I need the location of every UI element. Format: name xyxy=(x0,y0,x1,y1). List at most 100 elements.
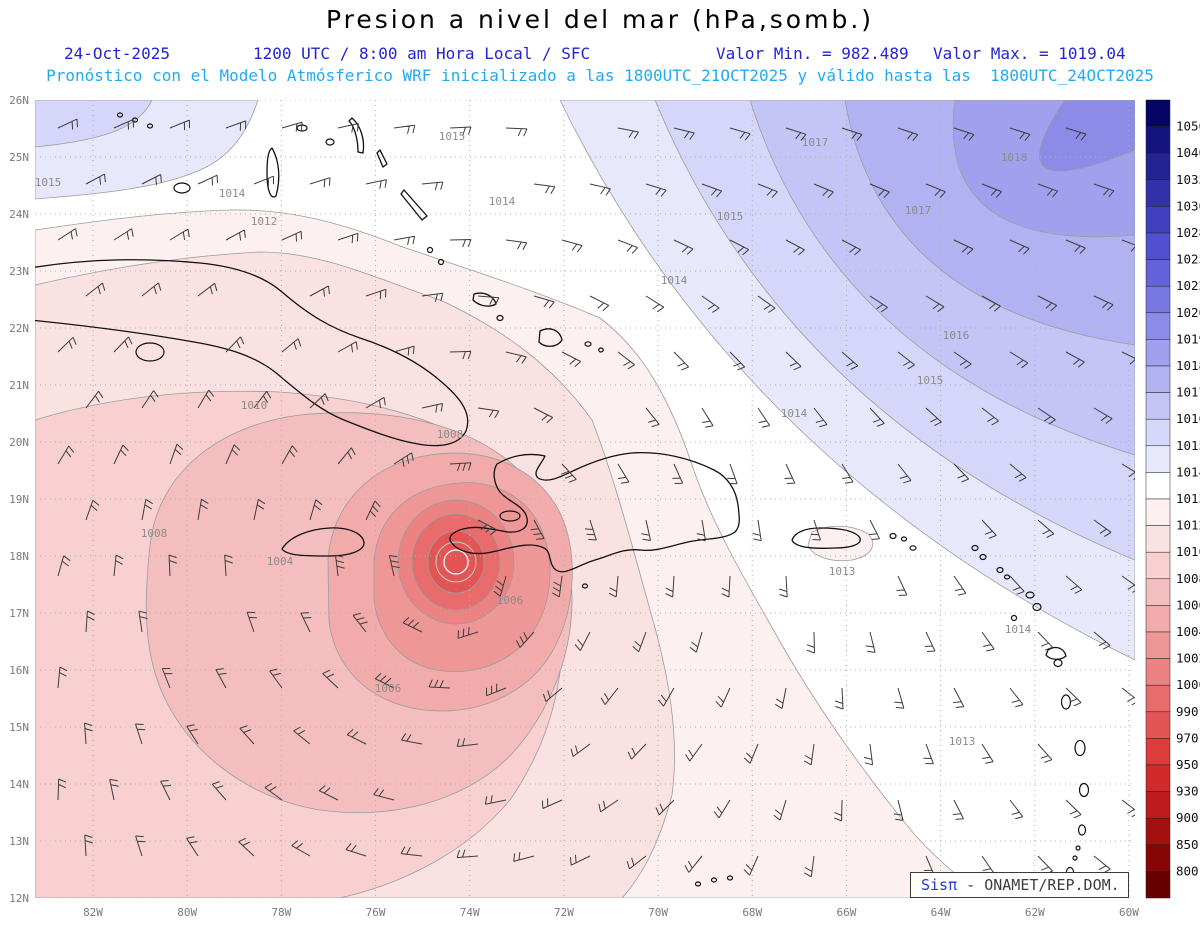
lon-tick-label: 82W xyxy=(83,906,103,919)
contour-label: 1016 xyxy=(943,329,970,342)
wind-barb-icon xyxy=(281,338,302,353)
wind-barb-icon xyxy=(715,687,731,708)
pressure-band xyxy=(1039,100,1135,172)
wind-barb-icon xyxy=(388,555,400,577)
wind-barb-icon xyxy=(374,672,395,689)
wind-barb-icon xyxy=(135,723,146,745)
wind-barb-icon xyxy=(85,390,104,409)
lat-tick-label: 12N xyxy=(9,892,29,905)
coastline xyxy=(538,328,563,347)
colorbar-segment xyxy=(1145,445,1171,473)
wind-barb-icon xyxy=(1093,407,1113,424)
wind-barb-icon xyxy=(85,499,100,521)
wind-barb-icon xyxy=(533,407,554,424)
coastline xyxy=(1045,646,1067,660)
wind-barb-icon xyxy=(1065,239,1086,255)
wind-barb-icon xyxy=(617,351,635,370)
island-coastline xyxy=(726,875,734,881)
wind-barb-icon xyxy=(300,612,312,633)
colorbar-tick-label: 1018 xyxy=(1176,358,1200,373)
wind-barb-icon xyxy=(318,785,339,801)
wind-barb-icon xyxy=(757,183,778,198)
colorbar-segment xyxy=(1145,472,1171,500)
wind-barb-icon xyxy=(803,743,815,766)
wind-barb-icon xyxy=(1121,239,1135,252)
wind-barb-icon xyxy=(574,631,591,651)
wind-barb-icon xyxy=(84,722,93,745)
wind-barb-icon xyxy=(841,127,863,141)
wind-barb-icon xyxy=(617,463,630,484)
colorbar-tick-label: 1019 xyxy=(1176,331,1200,346)
wind-barb-icon xyxy=(449,239,472,248)
wind-barb-icon xyxy=(141,498,153,521)
wind-barb-icon xyxy=(309,285,330,297)
wind-barb-icon xyxy=(486,683,507,697)
lon-tick-label: 62W xyxy=(1025,906,1045,919)
colorbar-segment xyxy=(1145,179,1171,207)
wind-barb-icon xyxy=(215,668,227,689)
wind-barb-icon xyxy=(225,229,246,241)
wind-barb-icon xyxy=(393,124,416,134)
wind-barb-icon xyxy=(981,743,994,764)
island-coastline xyxy=(116,112,124,118)
map-title: Presion a nivel del mar (hPa,somb.) xyxy=(325,5,875,34)
island-coastline xyxy=(1053,658,1063,668)
lat-tick-label: 24N xyxy=(9,208,29,221)
wind-barb-icon xyxy=(505,127,528,137)
wind-barb-icon xyxy=(84,834,93,857)
wind-barb-icon xyxy=(953,127,975,141)
wind-barb-icon xyxy=(673,127,695,140)
colorbar-segment xyxy=(1145,791,1171,819)
wind-barb-icon xyxy=(197,389,215,409)
wind-barb-icon xyxy=(402,617,423,633)
lat-tick-label: 25N xyxy=(9,151,29,164)
wind-barb-icon xyxy=(953,687,965,708)
colorbar-tick-label: 1004 xyxy=(1176,624,1200,639)
island-coastline xyxy=(909,545,917,551)
lat-tick-label: 16N xyxy=(9,664,29,677)
colorbar-tick-label: 1035 xyxy=(1176,172,1200,187)
wind-barb-icon xyxy=(168,554,177,577)
colorbar-segment xyxy=(1145,605,1171,633)
colorbar-segment xyxy=(1145,684,1171,713)
coastline xyxy=(281,527,365,557)
contour-label: 1012 xyxy=(251,215,278,228)
wind-barb-icon xyxy=(727,463,738,485)
wind-barb-icon xyxy=(696,519,706,542)
island-coastline xyxy=(1010,614,1018,622)
min-value-label: Valor Min. = 982.489 xyxy=(716,44,909,63)
wind-barb-icon xyxy=(281,445,298,465)
wind-barb-icon xyxy=(617,239,638,254)
lat-tick-label: 15N xyxy=(9,721,29,734)
wind-barb-icon xyxy=(561,463,577,483)
wind-barb-icon xyxy=(743,743,759,764)
wind-barb-icon xyxy=(533,183,556,195)
sispi-logo: Sis xyxy=(921,876,949,894)
wind-barb-icon xyxy=(617,127,640,139)
wind-barb-icon xyxy=(632,631,647,653)
wind-barb-icon xyxy=(779,575,788,598)
colorbar-tick-label: 1020 xyxy=(1176,305,1200,320)
island-coastline xyxy=(146,123,154,129)
colorbar-tick-label: 1017 xyxy=(1176,385,1200,400)
colorbar: 1050 1040 1035 1030 1028 1025 1022 1020 1019 1018… xyxy=(1145,99,1200,899)
wind-barb-icon xyxy=(109,778,119,801)
wind-barb-icon xyxy=(834,799,843,822)
colorbar-tick-label: 990 xyxy=(1176,704,1199,719)
wind-barb-icon xyxy=(456,849,479,859)
wind-barb-icon xyxy=(428,679,451,689)
island-coastline xyxy=(971,544,979,552)
coastline xyxy=(449,452,740,573)
wind-barb-icon xyxy=(1065,575,1083,594)
wind-barb-icon xyxy=(869,183,890,199)
colorbar-segment xyxy=(1145,285,1171,314)
wind-barb-icon xyxy=(1121,575,1135,593)
island-coastline xyxy=(1077,824,1087,836)
wind-barb-icon xyxy=(85,610,95,633)
wind-barb-icon xyxy=(160,780,172,801)
wind-barb-icon xyxy=(752,519,762,542)
wind-barb-icon xyxy=(1093,295,1114,311)
wind-barb-icon xyxy=(197,174,218,186)
island-coastline xyxy=(996,566,1004,574)
